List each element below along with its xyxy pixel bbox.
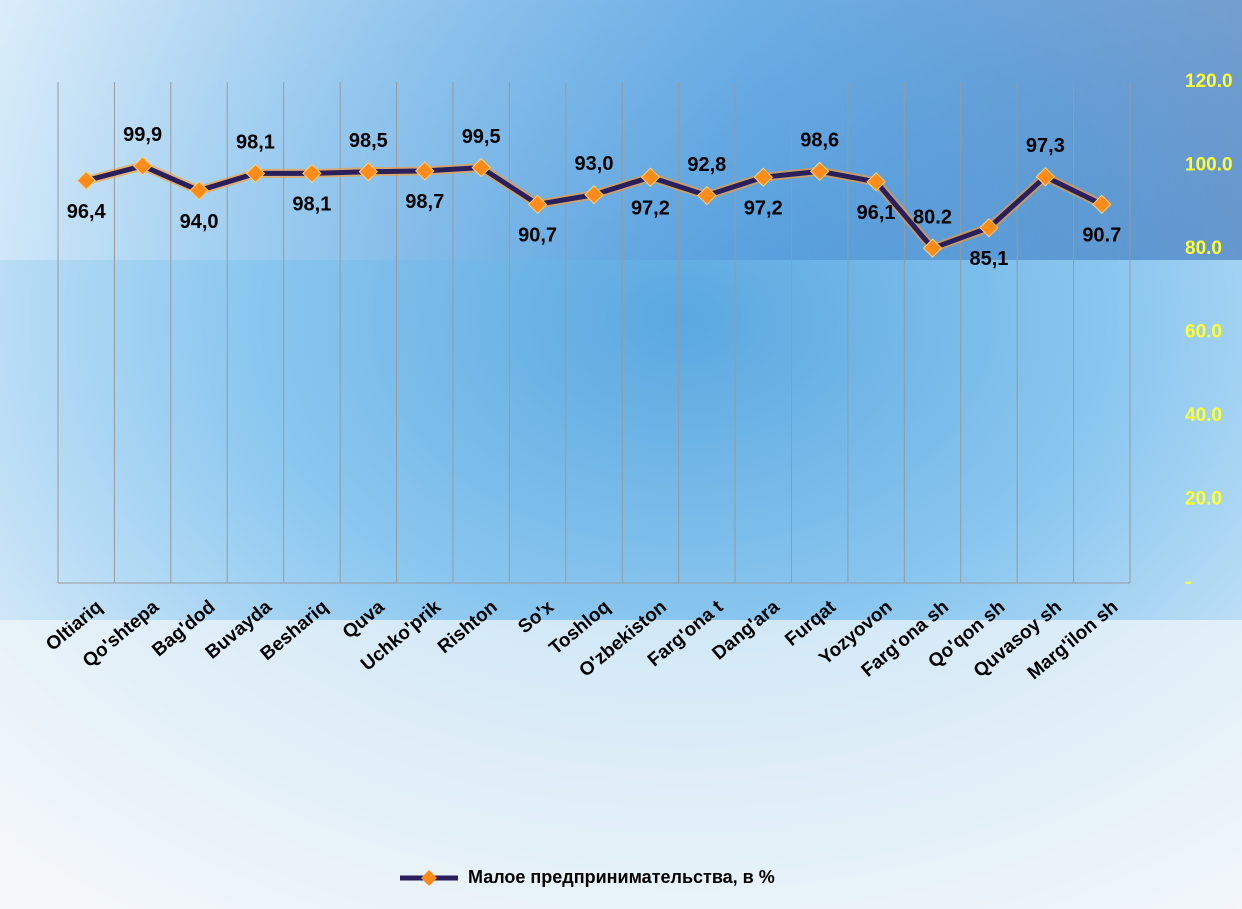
data-label: 99,5 (462, 126, 501, 148)
y-tick-label: 20.0 (1185, 489, 1222, 510)
marker (132, 156, 153, 176)
data-label: 85,1 (969, 248, 1008, 270)
data-label: 96,1 (857, 202, 896, 224)
y-tick-label: 120.0 (1185, 71, 1233, 92)
marker (527, 194, 548, 215)
data-label: 90,7 (518, 225, 557, 247)
legend-marker (421, 870, 437, 886)
marker (415, 161, 435, 181)
legend-label: Малое предпринимательства, в % (468, 867, 775, 887)
data-label: 98,7 (405, 191, 444, 213)
marker (640, 167, 661, 187)
y-tick-label: 100.0 (1185, 155, 1233, 176)
marker (189, 180, 209, 201)
marker (1092, 194, 1112, 215)
data-label: 99,9 (123, 124, 162, 146)
data-label: 98,5 (349, 130, 388, 152)
data-label: 93,0 (575, 153, 614, 175)
marker (922, 238, 943, 258)
data-label: 98,1 (292, 194, 331, 216)
data-label: 97,2 (631, 197, 670, 219)
marker (753, 167, 773, 187)
marker (1035, 167, 1056, 187)
y-tick-label: 40.0 (1185, 405, 1222, 426)
y-tick-label: - (1185, 572, 1191, 593)
y-tick-label: 80.0 (1185, 238, 1222, 259)
data-label: 80.2 (913, 206, 952, 228)
data-label: 97,2 (744, 197, 783, 219)
marker (866, 172, 886, 192)
background-glow (0, 0, 1242, 260)
marker (358, 162, 379, 182)
data-label: 90.7 (1082, 225, 1121, 247)
marker (76, 170, 96, 191)
marker (302, 163, 322, 184)
data-label: 97,3 (1026, 135, 1065, 157)
marker (979, 218, 999, 238)
marker (584, 185, 604, 205)
marker (697, 185, 717, 206)
y-tick-label: 60.0 (1185, 322, 1222, 343)
background-floor (0, 620, 1242, 909)
data-label: 98,1 (236, 132, 275, 154)
data-label: 98,6 (800, 130, 839, 152)
data-label: 96,4 (67, 201, 107, 223)
marker (245, 163, 266, 184)
data-label: 92,8 (687, 154, 726, 176)
data-label: 94,0 (180, 211, 219, 233)
marker (471, 157, 491, 178)
marker (809, 161, 830, 182)
